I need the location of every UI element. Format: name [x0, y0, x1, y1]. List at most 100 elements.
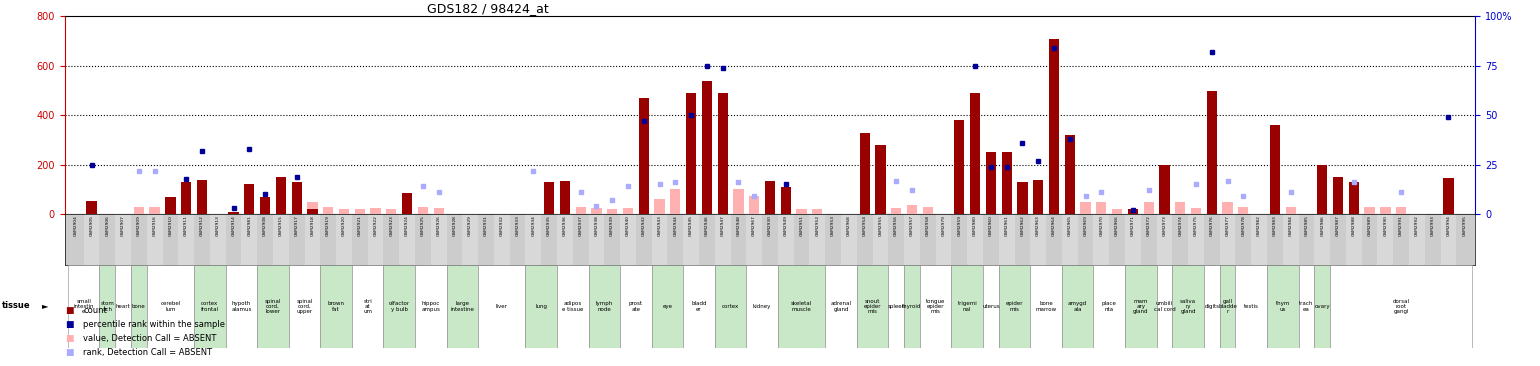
Bar	[919, 214, 936, 265]
Bar	[1015, 214, 1030, 265]
Bar	[983, 214, 999, 265]
Bar	[1443, 202, 1454, 214]
Text: GSM2948: GSM2948	[736, 215, 741, 236]
Text: count: count	[83, 306, 106, 315]
Bar	[793, 214, 810, 265]
Text: place
nta: place nta	[1101, 302, 1116, 311]
Text: GSM2943: GSM2943	[658, 215, 662, 236]
Bar	[1361, 214, 1377, 265]
Bar	[810, 214, 825, 265]
Bar	[715, 265, 747, 348]
Bar	[699, 214, 715, 265]
Bar	[1160, 165, 1169, 214]
Bar	[1093, 214, 1109, 265]
Text: GSM2929: GSM2929	[468, 215, 473, 236]
Bar	[1235, 265, 1267, 348]
Text: small
intestin
e: small intestin e	[74, 299, 94, 314]
Bar	[1331, 265, 1472, 348]
Text: GSM2992: GSM2992	[1415, 215, 1418, 236]
Bar	[245, 184, 254, 214]
Text: umbili
cal cord: umbili cal cord	[1153, 302, 1175, 311]
Bar	[651, 265, 684, 348]
Bar	[1172, 214, 1189, 265]
Bar	[228, 212, 239, 214]
Text: GSM2946: GSM2946	[705, 215, 708, 236]
Bar	[1377, 214, 1394, 265]
Bar	[257, 265, 288, 348]
Bar	[1346, 214, 1361, 265]
Bar	[1141, 214, 1157, 265]
Text: GSM2993: GSM2993	[1431, 215, 1435, 236]
Bar	[288, 214, 305, 265]
Text: ■: ■	[65, 348, 74, 356]
Bar	[573, 214, 588, 265]
Bar	[1018, 182, 1027, 214]
Text: eye: eye	[662, 304, 673, 309]
Bar	[1126, 265, 1157, 348]
Text: GSM2974: GSM2974	[1178, 215, 1183, 236]
Bar	[667, 214, 684, 265]
Text: GSM2926: GSM2926	[437, 215, 440, 236]
Bar	[1267, 265, 1298, 348]
Bar	[588, 214, 604, 265]
Bar	[68, 214, 83, 265]
Bar	[414, 214, 431, 265]
Bar	[165, 197, 176, 214]
Bar	[889, 214, 904, 265]
Text: GSM2959: GSM2959	[958, 215, 961, 236]
Text: GSM2956: GSM2956	[895, 215, 898, 236]
Bar	[276, 177, 286, 214]
Bar	[339, 209, 350, 214]
Bar	[431, 214, 447, 265]
Text: value, Detection Call = ABSENT: value, Detection Call = ABSENT	[83, 334, 217, 343]
Bar	[131, 214, 146, 265]
Bar	[226, 214, 242, 265]
Text: GSM2955: GSM2955	[878, 215, 882, 236]
Bar	[179, 214, 194, 265]
Bar	[525, 265, 557, 348]
Text: GSM2913: GSM2913	[216, 215, 220, 236]
Bar	[417, 207, 428, 214]
Bar	[1157, 214, 1172, 265]
Bar	[778, 265, 825, 348]
Bar	[875, 145, 885, 214]
Bar	[308, 209, 317, 214]
Bar	[447, 214, 462, 265]
Text: GSM2958: GSM2958	[926, 215, 930, 236]
Text: GSM2944: GSM2944	[673, 215, 678, 236]
Text: GSM2960: GSM2960	[989, 215, 993, 236]
Text: GSM2962: GSM2962	[1021, 215, 1024, 236]
Bar	[447, 265, 477, 348]
Text: lung: lung	[536, 304, 547, 309]
Bar	[715, 214, 730, 265]
Bar	[1001, 152, 1012, 214]
Text: GSM2984: GSM2984	[1289, 215, 1292, 236]
Bar	[1267, 214, 1283, 265]
Bar	[796, 209, 807, 214]
Bar	[242, 214, 257, 265]
Bar	[684, 265, 715, 348]
Text: GSM2957: GSM2957	[910, 215, 915, 236]
Bar	[1252, 214, 1267, 265]
Bar	[1424, 214, 1440, 265]
Text: hippoc
ampus: hippoc ampus	[422, 302, 440, 311]
Text: prost
ate: prost ate	[628, 302, 642, 311]
Text: snout
epider
mis: snout epider mis	[864, 299, 881, 314]
Bar	[402, 193, 413, 214]
Bar	[559, 181, 570, 214]
Text: GSM2954: GSM2954	[862, 215, 867, 236]
Text: GSM2911: GSM2911	[185, 215, 188, 236]
Text: cerebel
lum: cerebel lum	[160, 302, 180, 311]
Text: GSM2908: GSM2908	[263, 215, 266, 236]
Bar	[1049, 39, 1060, 214]
Bar	[383, 265, 414, 348]
Bar	[149, 207, 160, 214]
Text: dorsal
root
gangl: dorsal root gangl	[1392, 299, 1409, 314]
Text: lymph
node: lymph node	[596, 302, 613, 311]
Bar	[1207, 90, 1217, 214]
Bar	[260, 197, 269, 214]
Text: uterus: uterus	[983, 304, 999, 309]
Bar	[1126, 214, 1141, 265]
Bar	[1409, 214, 1425, 265]
Text: percentile rank within the sample: percentile rank within the sample	[83, 320, 225, 329]
